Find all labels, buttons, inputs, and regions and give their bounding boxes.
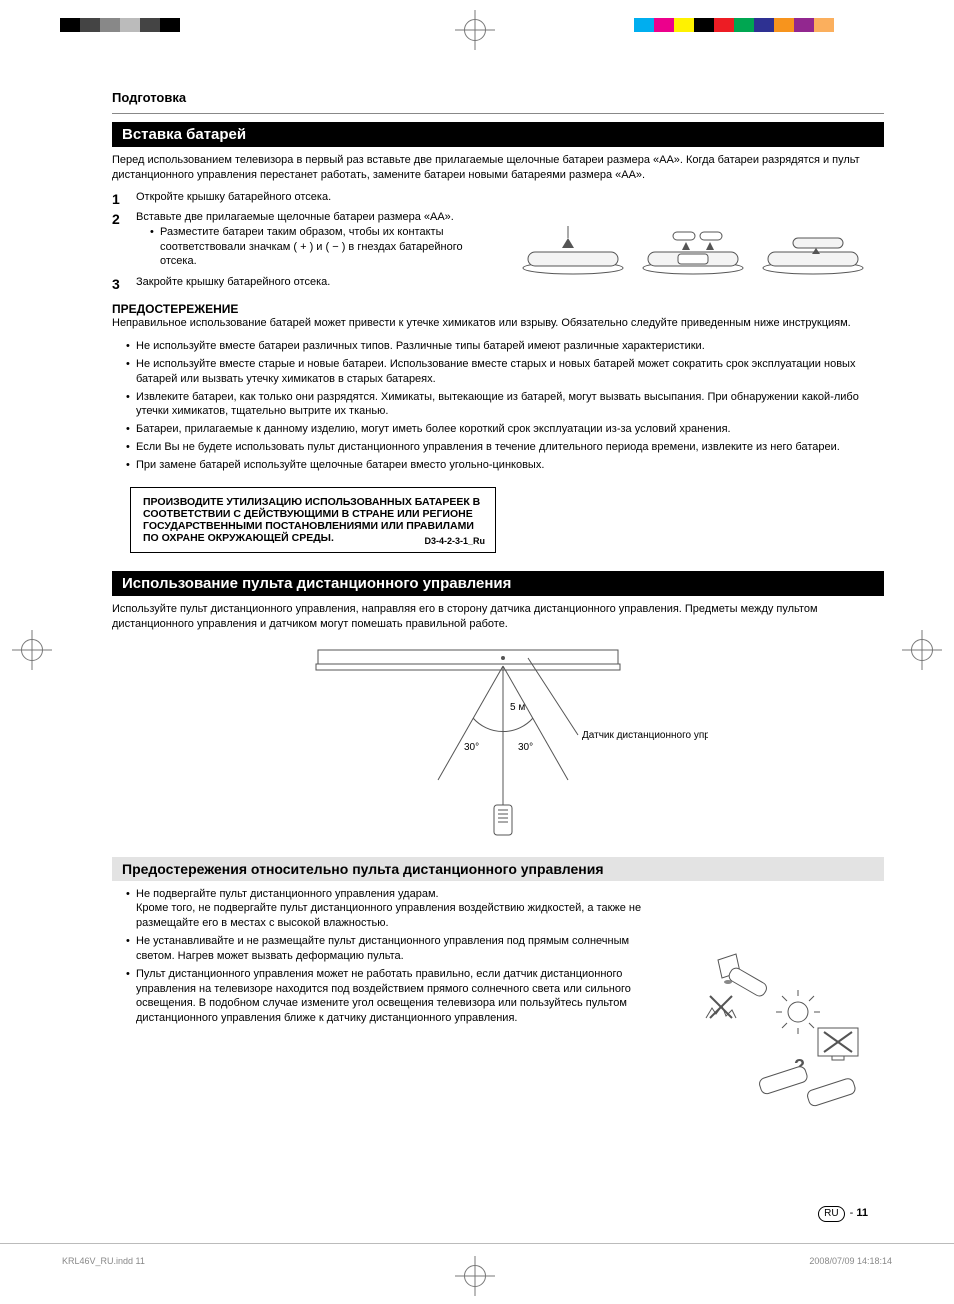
step-number: 3: [112, 276, 126, 292]
section-battery-insert-title: Вставка батарей: [112, 122, 884, 147]
step-1-text: Откройте крышку батарейного отсека.: [136, 191, 331, 207]
page-number-value: 11: [856, 1207, 868, 1219]
page: Подготовка Вставка батарей Перед использ…: [0, 0, 954, 1304]
caution-heading: ПРЕДОСТЕРЕЖЕНИЕ: [112, 302, 884, 316]
remote-insert-icon: [638, 218, 748, 278]
registration-swatches-right: [634, 18, 834, 32]
page-number: RU - 11: [818, 1206, 868, 1222]
caution-item: Батареи, прилагаемые к данному изделию, …: [126, 422, 884, 437]
disposal-notice: ПРОИЗВОДИТЕ УТИЛИЗАЦИЮ ИСПОЛЬЗОВАННЫХ БА…: [130, 487, 496, 553]
registration-swatches-left: [60, 18, 180, 32]
footer-crop-line: [0, 1243, 954, 1244]
footer-timestamp: 2008/07/09 14:18:14: [809, 1256, 892, 1266]
caution-intro: Неправильное использование батарей может…: [112, 316, 884, 331]
caution-item: Извлеките батареи, как только они разряд…: [126, 390, 884, 420]
disposal-code: D3-4-2-3-1_Ru: [424, 536, 485, 546]
diagram-sensor-label: Датчик дистанционного управления: [582, 730, 708, 741]
crosshair-right-icon: [902, 630, 942, 670]
caution-item: Не используйте вместе батареи различных …: [126, 339, 884, 354]
step-2-sub: Разместите батареи таким образом, чтобы …: [150, 225, 486, 270]
remote-cautions-list: Не подвергайте пульт дистанционного упра…: [112, 887, 646, 1027]
section-remote-use-title: Использование пульта дистанционного упра…: [112, 571, 884, 596]
step-number: 1: [112, 191, 126, 207]
caution-item: Не используйте вместе старые и новые бат…: [126, 357, 884, 387]
page-breadcrumb: Подготовка: [112, 90, 884, 105]
step-3-text: Закройте крышку батарейного отсека.: [136, 276, 330, 292]
diagram-angle-left: 30°: [464, 742, 479, 753]
remote-caution-item: Пульт дистанционного управления может не…: [126, 967, 646, 1026]
crosshair-top-icon: [455, 10, 495, 50]
section-battery-intro: Перед использованием телевизора в первый…: [112, 153, 884, 183]
crosshair-left-icon: [12, 630, 52, 670]
section-remote-cautions-title: Предостережения относительно пульта дист…: [112, 857, 884, 881]
diagram-angle-right: 30°: [518, 742, 533, 753]
crosshair-bottom-icon: [455, 1256, 495, 1296]
remote-open-icon: [518, 218, 628, 278]
caution-list: Не используйте вместе батареи различных …: [112, 339, 884, 473]
diagram-distance: 5 м: [510, 702, 525, 713]
remote-close-icon: [758, 218, 868, 278]
step-number: 2: [112, 211, 126, 273]
lang-badge: RU: [818, 1206, 844, 1222]
remote-caution-item: Не подвергайте пульт дистанционного упра…: [126, 887, 646, 932]
step-2-text: Вставьте две прилагаемые щелочные батаре…: [136, 211, 454, 223]
caution-item: Если Вы не будете использовать пульт дис…: [126, 440, 884, 455]
section-remote-use-intro: Используйте пульт дистанционного управле…: [112, 602, 884, 632]
remote-cautions-illustration: ?: [698, 952, 868, 1125]
battery-illustrations: [518, 218, 868, 278]
remote-caution-item: Не устанавливайте и не размещайте пульт …: [126, 934, 646, 964]
header-divider: [112, 113, 884, 114]
caution-item: При замене батарей используйте щелочные …: [126, 458, 884, 473]
footer-file: KRL46V_RU.indd 11: [62, 1256, 145, 1266]
remote-range-diagram: 5 м 30° 30° Датчик дистанционного управл…: [288, 640, 708, 843]
